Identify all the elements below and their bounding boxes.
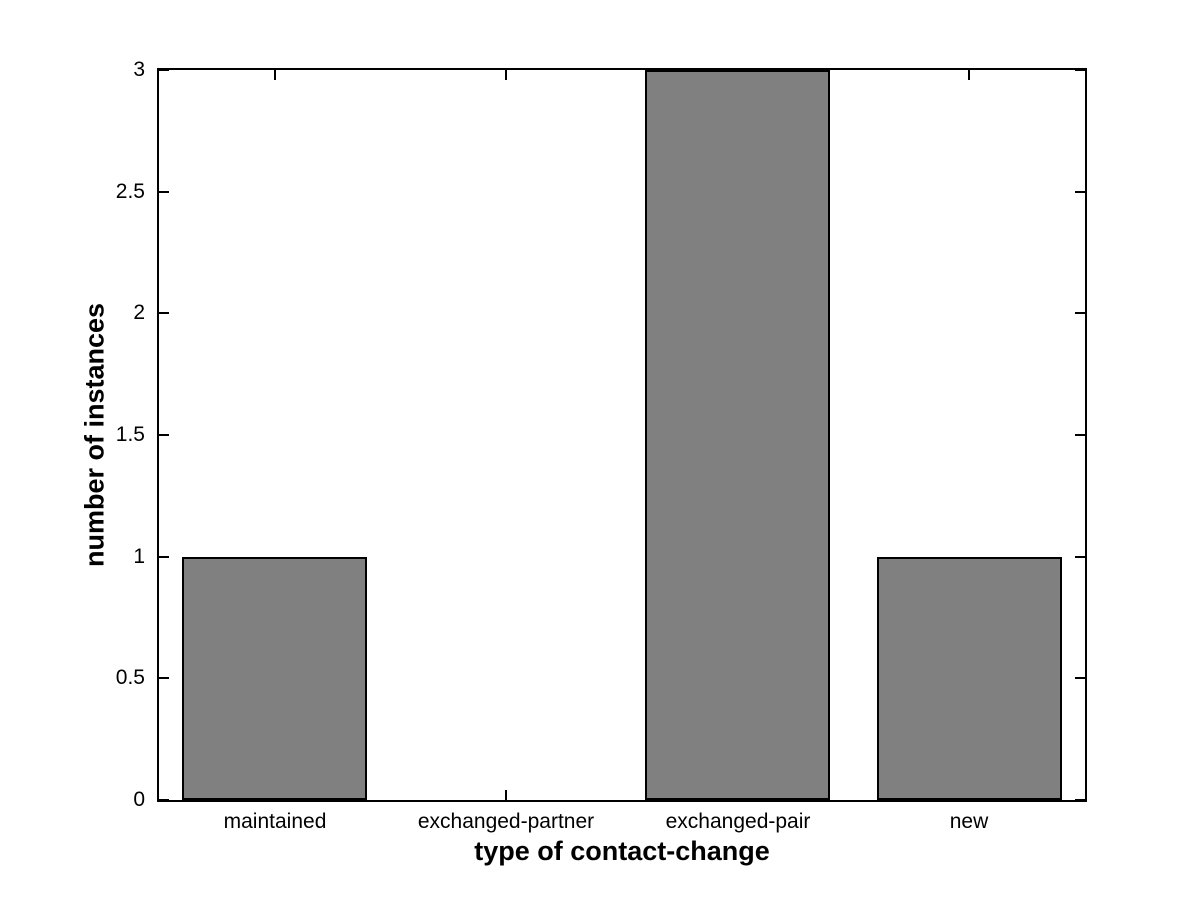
bar-maintained: [182, 557, 367, 800]
y-tick-label: 2: [133, 301, 145, 324]
y-tick-mark: [1075, 434, 1085, 436]
y-tick-mark: [159, 191, 169, 193]
bar-new: [877, 557, 1062, 800]
y-tick-mark: [159, 69, 169, 71]
y-tick-mark: [159, 677, 169, 679]
x-axis-label: type of contact-change: [474, 836, 770, 866]
y-tick-label: 1.5: [115, 423, 145, 446]
bar-exchanged-pair: [645, 70, 830, 800]
x-tick-label: new: [949, 810, 989, 833]
y-tick-mark: [1075, 191, 1085, 193]
y-tick-mark: [1075, 799, 1085, 801]
x-tick-label: exchanged-partner: [417, 810, 595, 833]
y-tick-mark: [1075, 69, 1085, 71]
y-tick-label: 3: [133, 58, 145, 81]
x-tick-mark: [968, 70, 970, 80]
x-tick-label: exchanged-pair: [665, 810, 811, 833]
y-tick-mark: [1075, 312, 1085, 314]
plot-area: [157, 68, 1087, 802]
y-tick-label: 0: [133, 788, 145, 811]
y-tick-label: 1: [133, 545, 145, 568]
y-tick-mark: [159, 434, 169, 436]
y-tick-mark: [159, 799, 169, 801]
y-tick-mark: [1075, 677, 1085, 679]
y-tick-mark: [1075, 556, 1085, 558]
x-tick-mark: [505, 70, 507, 80]
y-tick-mark: [159, 312, 169, 314]
y-tick-label: 2.5: [115, 180, 145, 203]
x-tick-label: maintained: [223, 810, 327, 833]
x-tick-mark: [505, 790, 507, 800]
x-tick-mark: [274, 70, 276, 80]
y-tick-label: 0.5: [115, 666, 145, 689]
y-tick-mark: [159, 556, 169, 558]
